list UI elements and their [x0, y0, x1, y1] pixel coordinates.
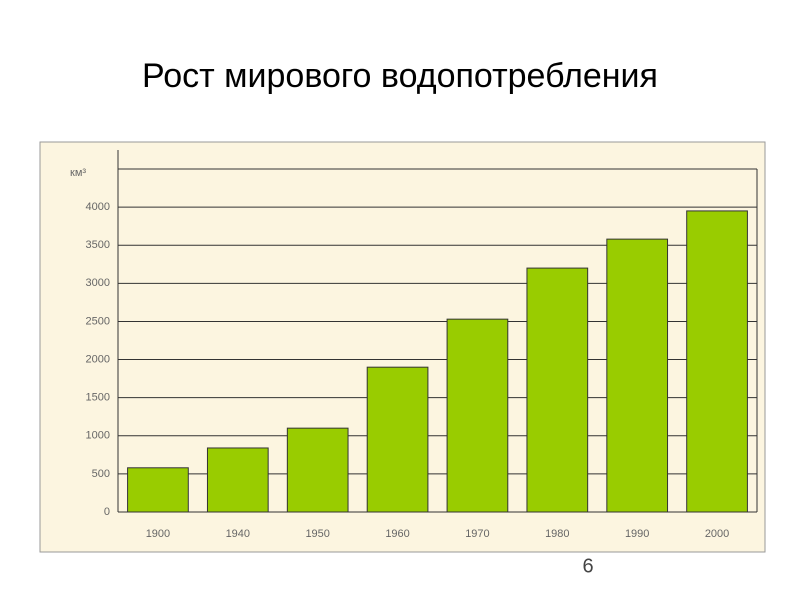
x-tick-label: 2000	[705, 528, 729, 540]
y-tick-label: 1000	[86, 430, 110, 442]
bar	[686, 210, 748, 513]
y-tick-label: 1500	[86, 392, 110, 404]
y-tick-label: 2000	[86, 353, 110, 365]
y-tick-label: 500	[92, 468, 110, 480]
x-tick-label: 1990	[625, 528, 649, 540]
bar	[206, 447, 269, 513]
y-tick-label: 3500	[86, 239, 110, 251]
y-tick-label: 2500	[86, 315, 110, 327]
x-tick-label: 1980	[545, 528, 569, 540]
x-tick-label: 1960	[385, 528, 409, 540]
bar	[127, 467, 189, 513]
bar	[286, 427, 349, 513]
y-tick-label: 4000	[86, 201, 110, 213]
x-tick-label: 1900	[146, 528, 170, 540]
bar	[606, 238, 669, 513]
y-axis-label: км³	[70, 167, 86, 179]
page-number: 6	[582, 555, 593, 577]
bar	[366, 366, 429, 513]
y-tick-label: 3000	[86, 277, 110, 289]
bar	[526, 267, 589, 513]
y-tick-label: 0	[104, 506, 110, 518]
x-tick-label: 1940	[226, 528, 250, 540]
bar	[446, 318, 509, 513]
x-tick-label: 1950	[305, 528, 329, 540]
x-tick-label: 1970	[465, 528, 489, 540]
chart-title: Рост мирового водопотребления	[142, 57, 658, 95]
